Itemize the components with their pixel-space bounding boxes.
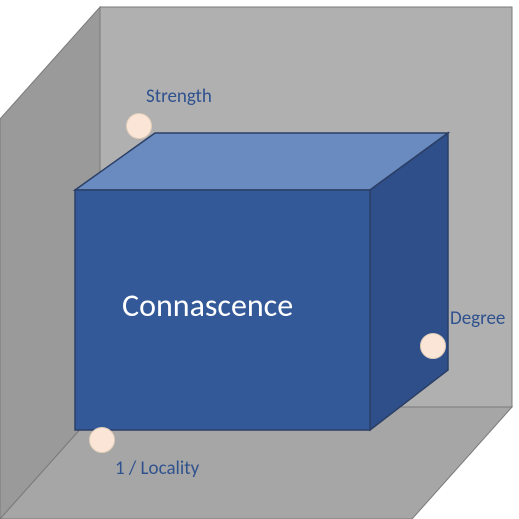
axis-dot-degree (420, 333, 446, 359)
axis-label-degree: Degree (450, 307, 505, 330)
cube-label: Connascence (122, 286, 293, 325)
axis-dot-strength (126, 113, 152, 139)
axis-dot-locality (89, 427, 115, 453)
diagram-svg (0, 0, 519, 519)
axis-label-strength: Strength (146, 85, 212, 108)
diagram-stage: Connascence Strength Degree 1 / Locality (0, 0, 519, 519)
axis-label-locality: 1 / Locality (115, 457, 199, 480)
